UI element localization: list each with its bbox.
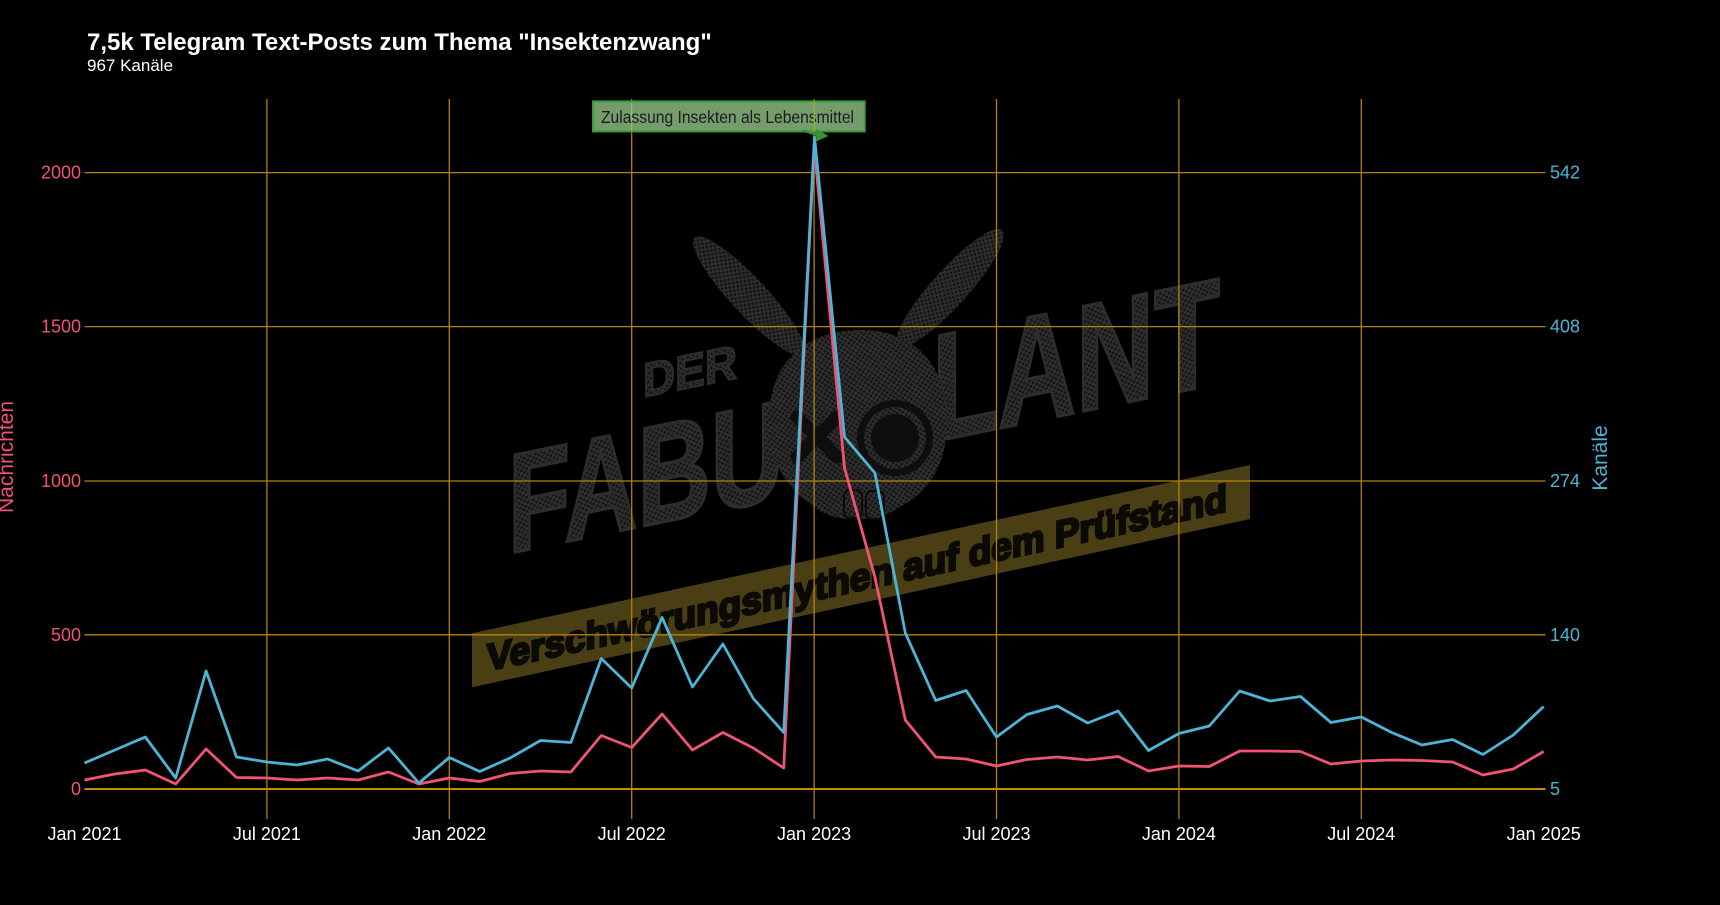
svg-text:542: 542 (1550, 163, 1580, 183)
svg-text:5: 5 (1550, 779, 1560, 799)
svg-text:Nachrichten: Nachrichten (0, 401, 18, 513)
svg-text:Jan 2024: Jan 2024 (1142, 824, 1216, 844)
svg-text:Jan 2023: Jan 2023 (777, 824, 851, 844)
svg-text:Jan 2021: Jan 2021 (47, 824, 121, 844)
svg-text:500: 500 (51, 625, 81, 645)
svg-text:140: 140 (1550, 625, 1580, 645)
svg-text:Jan 2022: Jan 2022 (412, 824, 486, 844)
svg-text:Jan 2025: Jan 2025 (1507, 824, 1581, 844)
svg-text:Jul 2022: Jul 2022 (598, 824, 666, 844)
svg-text:7,5k Telegram Text-Posts zum T: 7,5k Telegram Text-Posts zum Thema "Inse… (87, 29, 712, 56)
svg-text:Jul 2024: Jul 2024 (1327, 824, 1395, 844)
svg-text:274: 274 (1550, 471, 1580, 491)
svg-text:1500: 1500 (41, 317, 81, 337)
svg-text:Jul 2021: Jul 2021 (233, 824, 301, 844)
svg-text:Zulassung Insekten als Lebensm: Zulassung Insekten als Lebensmittel (601, 107, 854, 127)
svg-text:2000: 2000 (41, 163, 81, 183)
svg-text:1000: 1000 (41, 471, 81, 491)
svg-text:Jul 2023: Jul 2023 (962, 824, 1030, 844)
svg-text:408: 408 (1550, 317, 1580, 337)
svg-text:0: 0 (71, 779, 81, 799)
svg-text:967 Kanäle: 967 Kanäle (87, 56, 173, 75)
svg-text:Kanäle: Kanäle (1589, 425, 1612, 490)
